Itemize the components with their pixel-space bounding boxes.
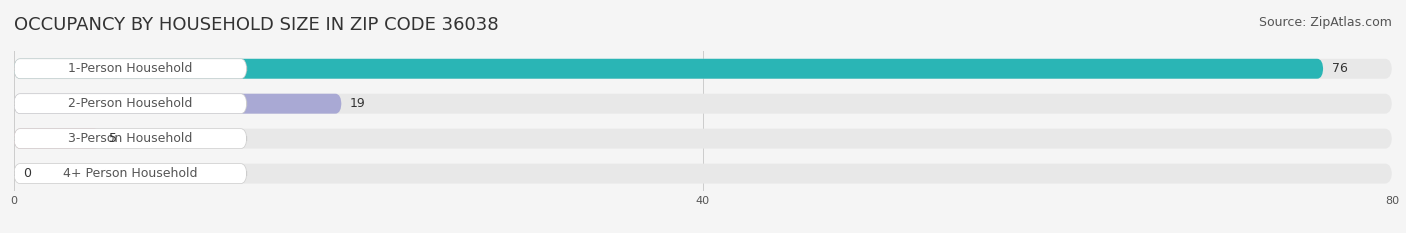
FancyBboxPatch shape <box>14 94 342 114</box>
FancyBboxPatch shape <box>14 59 1392 79</box>
Text: 0: 0 <box>22 167 31 180</box>
FancyBboxPatch shape <box>14 94 246 114</box>
Text: 76: 76 <box>1331 62 1347 75</box>
FancyBboxPatch shape <box>14 164 246 184</box>
Text: 2-Person Household: 2-Person Household <box>67 97 193 110</box>
FancyBboxPatch shape <box>14 129 100 149</box>
Text: 19: 19 <box>350 97 366 110</box>
FancyBboxPatch shape <box>14 94 1392 114</box>
FancyBboxPatch shape <box>14 129 246 149</box>
FancyBboxPatch shape <box>14 164 1392 184</box>
Text: OCCUPANCY BY HOUSEHOLD SIZE IN ZIP CODE 36038: OCCUPANCY BY HOUSEHOLD SIZE IN ZIP CODE … <box>14 16 499 34</box>
FancyBboxPatch shape <box>14 59 1323 79</box>
Text: 1-Person Household: 1-Person Household <box>67 62 193 75</box>
Text: Source: ZipAtlas.com: Source: ZipAtlas.com <box>1258 16 1392 29</box>
Text: 4+ Person Household: 4+ Person Household <box>63 167 198 180</box>
FancyBboxPatch shape <box>14 129 1392 149</box>
Text: 3-Person Household: 3-Person Household <box>67 132 193 145</box>
FancyBboxPatch shape <box>14 59 246 79</box>
Text: 5: 5 <box>108 132 117 145</box>
